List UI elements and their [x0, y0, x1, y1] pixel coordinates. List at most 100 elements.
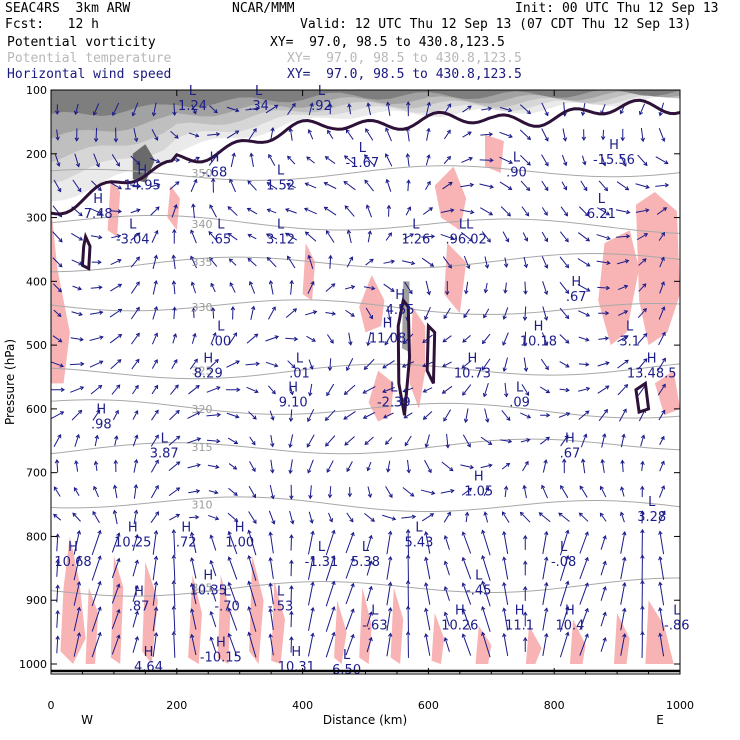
pv-positive-patch — [569, 619, 586, 664]
wind-vector-head — [544, 556, 549, 561]
wind-vector — [504, 382, 508, 397]
wind-vector-head — [308, 392, 313, 397]
wind-vector — [658, 410, 666, 421]
wind-vector-head — [310, 555, 315, 561]
wind-vector-head — [175, 487, 181, 492]
wind-vector-head — [133, 137, 139, 143]
wind-vector-head — [114, 435, 119, 440]
extremum-type-label: L — [255, 84, 263, 99]
wind-vector-head — [304, 231, 310, 236]
wind-vector-head — [658, 530, 663, 535]
wind-vector-head — [388, 232, 392, 237]
wind-vector — [328, 512, 333, 522]
wind-vector-head — [229, 282, 234, 287]
wind-vector — [617, 285, 628, 291]
pv-positive-patch — [188, 574, 202, 664]
wind-vector-head — [191, 307, 196, 312]
wind-vector-head — [544, 264, 549, 269]
wind-vector — [659, 281, 665, 294]
extremum-value-label: 1.24 — [178, 99, 207, 114]
wind-vector — [308, 511, 313, 524]
wind-vector-head — [488, 441, 493, 446]
wind-vector — [620, 582, 626, 605]
wind-vector-head — [325, 230, 330, 235]
y-tick-label: 200 — [26, 148, 47, 161]
extremum-value-label: 10.26 — [441, 619, 478, 634]
wind-vector-head — [274, 104, 279, 109]
wind-vector-head — [584, 582, 589, 587]
wind-vector-head — [507, 107, 513, 113]
wind-vector — [152, 102, 157, 116]
wind-vector-head — [95, 163, 100, 168]
wind-vector — [210, 586, 217, 602]
wind-vector-head — [227, 530, 232, 536]
wind-vector — [210, 283, 216, 293]
wind-vector-head — [405, 152, 411, 158]
wind-vector-head — [443, 586, 449, 591]
wind-vector-head — [606, 235, 611, 241]
wind-vector-head — [620, 137, 625, 142]
wind-vector — [558, 512, 570, 522]
wind-vector — [367, 231, 371, 243]
wind-vector — [615, 209, 630, 214]
wind-vector-head — [117, 185, 123, 190]
wind-vector-head — [80, 361, 85, 367]
wind-vector-head — [153, 332, 159, 337]
wind-vector-head — [579, 485, 584, 490]
extremum-value-label: .09 — [509, 395, 530, 410]
pv-positive-patch — [334, 600, 347, 664]
wind-vector — [579, 634, 589, 656]
wind-vector-head — [235, 414, 240, 419]
wind-vector — [640, 128, 644, 142]
wind-vector — [170, 130, 179, 139]
wind-vector — [597, 207, 610, 216]
wind-vector — [114, 485, 118, 499]
wind-vector — [267, 182, 277, 190]
theta-contour — [51, 438, 680, 455]
wind-vector-head — [424, 556, 429, 561]
wind-vector — [110, 283, 122, 292]
wind-vector-head — [195, 133, 200, 138]
wind-vector — [524, 281, 527, 294]
wind-vector-head — [254, 389, 259, 394]
wind-vector-head — [156, 158, 161, 164]
wind-vector-head — [658, 555, 663, 561]
wind-vector-head — [424, 315, 429, 321]
wind-vector-head — [446, 155, 452, 161]
wind-vector-head — [445, 291, 450, 296]
wind-vector-head — [584, 531, 589, 536]
wind-vector-head — [190, 229, 195, 234]
wind-vector — [461, 157, 473, 163]
wind-vector-head — [443, 534, 449, 540]
wind-vector — [343, 181, 356, 191]
wind-vector-head — [213, 109, 218, 114]
wind-vector-head — [74, 137, 79, 142]
wind-vector — [207, 464, 219, 468]
wind-vector — [228, 557, 238, 580]
wind-vector — [210, 332, 217, 345]
wind-vector-head — [562, 458, 567, 463]
wind-vector — [444, 586, 450, 601]
wind-vector-head — [175, 181, 180, 186]
wind-vector-head — [214, 516, 220, 521]
wind-vector-head — [196, 437, 202, 442]
wind-vector — [639, 103, 646, 115]
wind-vector — [524, 306, 527, 321]
wind-vector — [269, 557, 274, 579]
wind-vector-head — [343, 390, 349, 395]
wind-vector — [659, 582, 665, 606]
wind-vector-head — [368, 611, 373, 616]
wind-vector-head — [235, 108, 240, 113]
wind-vector — [228, 608, 238, 631]
wind-vector — [481, 606, 491, 632]
wind-vector — [542, 557, 548, 580]
field-theta-label: Potential temperature — [7, 51, 172, 66]
extremum-type-label: L — [598, 192, 606, 207]
wind-vector-head — [112, 111, 117, 117]
wind-vector — [598, 409, 608, 422]
extremum-value-label: -2.39 — [377, 395, 411, 410]
extremum-value-label: 1.05 — [464, 485, 493, 500]
wind-vector-head — [565, 264, 570, 269]
wind-vector — [94, 435, 98, 447]
wind-vector — [404, 281, 413, 294]
